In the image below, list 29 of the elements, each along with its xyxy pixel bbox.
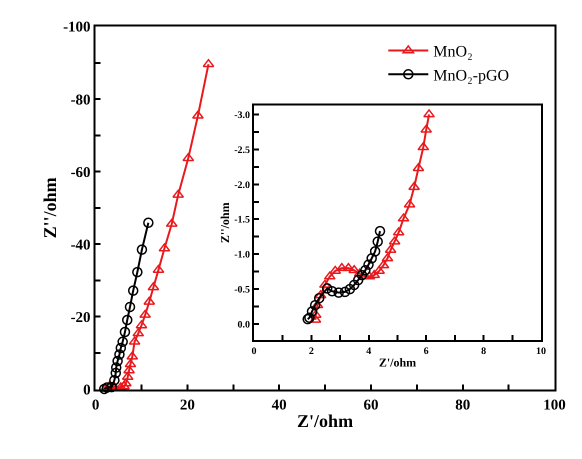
y-tick-label: -1.0	[234, 250, 250, 261]
x-axis-title: Z'/ohm	[378, 356, 416, 370]
x-tick-label: 6	[424, 346, 429, 358]
x-tick-label: 10	[536, 346, 546, 358]
y-tick-label: -0.5	[234, 284, 250, 296]
y-tick-label: -3.0	[234, 110, 250, 121]
x-tick-label: 8	[481, 346, 486, 358]
x-tick-label: 2	[308, 346, 314, 358]
y-tick-label: 0.0	[238, 320, 250, 331]
y-tick-label: -60	[70, 164, 91, 181]
y-tick-label: -80	[70, 92, 91, 108]
y-axis-title: Z''/ohm	[218, 202, 232, 244]
x-tick-label: 20	[180, 397, 195, 414]
legend-label: MnO₂	[433, 44, 473, 61]
legend-label: MnO₂-pGO	[433, 68, 510, 85]
y-tick-label: 0	[83, 382, 91, 399]
x-axis-title: Z'/ohm	[297, 410, 354, 431]
y-tick-label: -100	[63, 20, 91, 36]
y-tick-label: -2.5	[234, 144, 250, 156]
x-tick-label: 100	[543, 397, 566, 414]
x-tick-label: 40	[272, 397, 287, 414]
x-tick-label: 60	[363, 397, 378, 414]
y-tick-label: -20	[70, 310, 91, 326]
y-tick-label: -1.5	[234, 214, 250, 226]
x-tick-label: 4	[366, 346, 372, 358]
y-tick-label: -2.0	[234, 180, 250, 191]
y-axis-title: Z''/ohm	[40, 177, 60, 238]
x-tick-label: 80	[455, 397, 470, 414]
y-tick-label: -40	[70, 237, 91, 254]
